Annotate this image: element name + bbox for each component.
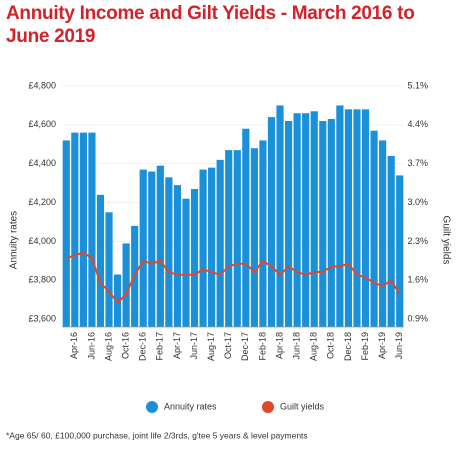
y-tick-label: £4,000 xyxy=(28,236,56,246)
bar xyxy=(96,194,105,327)
bar xyxy=(182,198,190,327)
y2-axis-title: Guilt yields xyxy=(440,216,451,265)
bar xyxy=(113,274,122,327)
bar xyxy=(250,148,258,327)
bar xyxy=(293,113,301,327)
x-tick-label: Oct-18 xyxy=(326,332,336,359)
x-tick-label: Oct-17 xyxy=(223,332,233,359)
bar xyxy=(165,177,173,327)
bar xyxy=(148,171,156,327)
y2-tick-label: 5.1% xyxy=(407,80,428,90)
bar xyxy=(396,175,404,327)
bar xyxy=(62,140,70,327)
x-tick-label: Apr-16 xyxy=(69,332,79,359)
bar xyxy=(344,109,353,328)
y-tick-label: £4,200 xyxy=(28,197,56,207)
y-axis-title: Annuity rates xyxy=(9,211,20,269)
y-tick-label: £3,800 xyxy=(28,275,56,285)
bar xyxy=(105,212,113,327)
bar xyxy=(88,132,96,327)
x-tick-label: Oct-16 xyxy=(121,332,131,359)
bar xyxy=(267,117,276,327)
bar xyxy=(199,169,207,327)
x-tick-label: Feb-18 xyxy=(257,332,267,361)
bar xyxy=(310,111,318,327)
bar xyxy=(276,105,284,327)
bar xyxy=(379,140,387,327)
legend-label: Annuity rates xyxy=(164,401,217,411)
chart-title: Annuity Income and Gilt Yields - March 2… xyxy=(6,3,415,47)
x-tick-label: Dec-18 xyxy=(343,332,353,361)
legend-marker xyxy=(146,401,158,413)
footnote: *Age 65/ 60, £100,000 purchase, joint li… xyxy=(6,430,308,440)
bar xyxy=(259,140,267,327)
bar xyxy=(139,169,147,327)
bar xyxy=(173,185,182,327)
y-tick-label: £4,600 xyxy=(28,119,56,129)
y-tick-label: £4,800 xyxy=(28,80,56,90)
bar xyxy=(79,132,87,327)
bar xyxy=(353,109,361,328)
x-tick-label: Dec-16 xyxy=(138,332,148,361)
bar xyxy=(302,113,310,327)
bar xyxy=(327,119,335,328)
legend-label: Guilt yields xyxy=(280,401,325,411)
bar xyxy=(370,130,378,327)
bar xyxy=(71,132,79,327)
bar xyxy=(208,167,216,327)
x-tick-label: Jun-17 xyxy=(189,332,199,360)
y2-tick-label: 4.4% xyxy=(407,119,428,129)
bar xyxy=(284,120,293,327)
bar xyxy=(216,159,224,327)
line xyxy=(65,251,401,305)
y2-tick-label: 2.3% xyxy=(407,236,428,246)
x-tick-label: Aug-16 xyxy=(103,332,113,361)
bar xyxy=(361,109,370,328)
bar xyxy=(233,150,241,327)
legend-marker xyxy=(262,401,274,413)
bar xyxy=(336,105,344,327)
bar xyxy=(190,189,199,327)
x-tick-label: Apr-17 xyxy=(172,332,182,359)
x-tick-label: Aug-17 xyxy=(206,332,216,361)
bar xyxy=(122,243,130,327)
x-tick-label: Jun-16 xyxy=(86,332,96,360)
x-tick-label: Aug-18 xyxy=(309,332,319,361)
bar xyxy=(319,120,327,327)
y2-tick-label: 3.7% xyxy=(407,158,428,168)
y2-tick-label: 1.6% xyxy=(407,275,428,285)
y-tick-label: £3,600 xyxy=(28,314,56,324)
x-tick-label: Apr-19 xyxy=(377,332,387,359)
y-tick-label: £4,400 xyxy=(28,158,56,168)
x-tick-label: Apr-18 xyxy=(274,332,284,359)
x-tick-label: Jun-18 xyxy=(292,332,302,360)
bar xyxy=(242,128,250,327)
x-tick-label: Feb-19 xyxy=(360,332,370,361)
y2-tick-label: 0.9% xyxy=(407,314,428,324)
y2-tick-label: 3.0% xyxy=(407,197,428,207)
x-tick-label: Jun-19 xyxy=(394,332,404,360)
x-tick-label: Dec-17 xyxy=(240,332,250,361)
x-tick-label: Feb-17 xyxy=(155,332,165,361)
bar xyxy=(225,150,233,327)
bar xyxy=(156,165,164,327)
bar xyxy=(387,155,395,327)
